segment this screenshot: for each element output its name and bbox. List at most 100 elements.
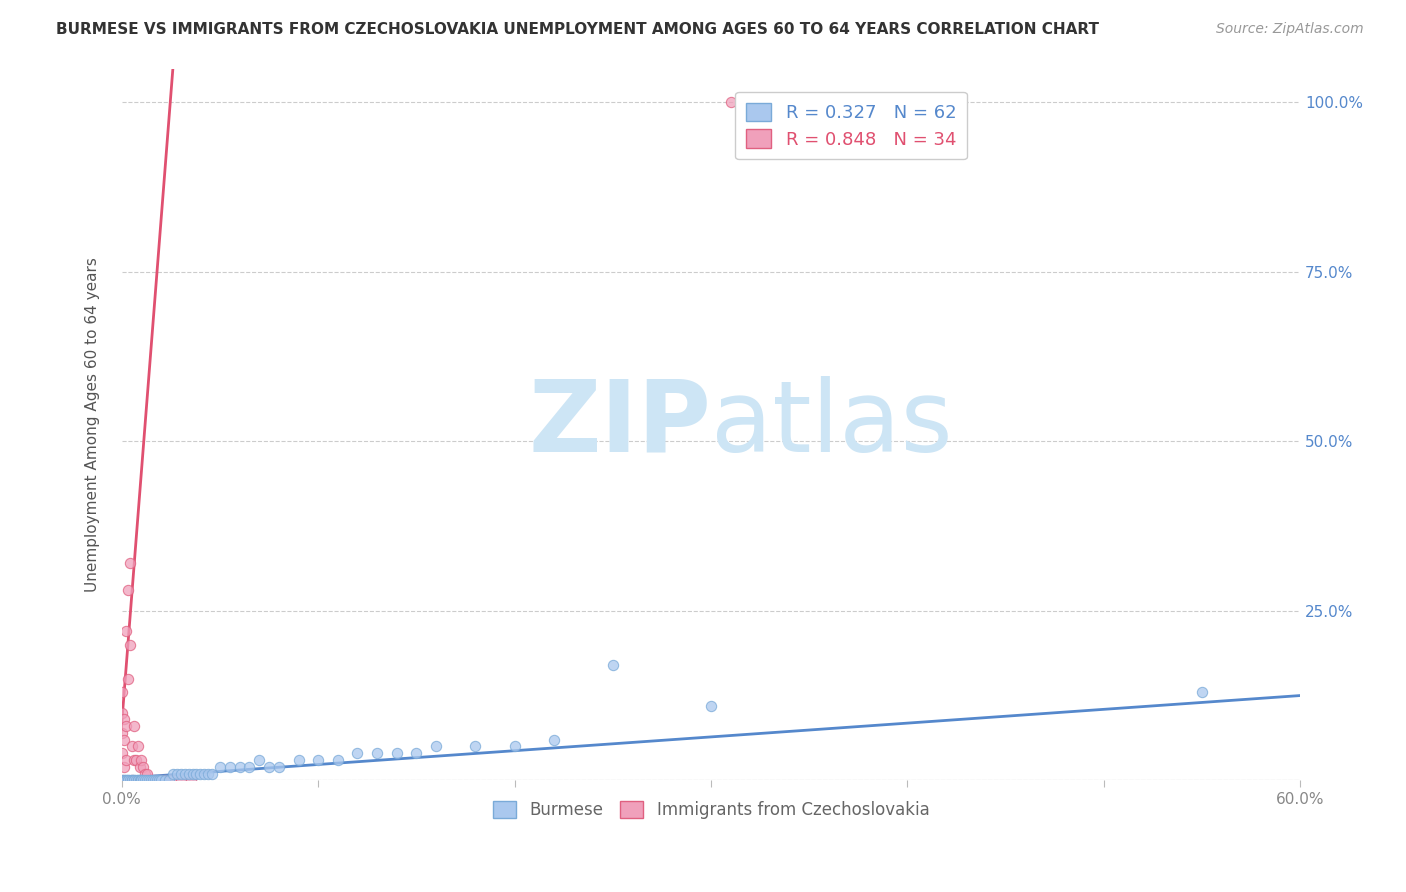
Point (127, 773, 149, 788)
Point (114, 773, 136, 788)
Point (193, 766, 215, 780)
Point (326, 753, 349, 767)
Point (197, 766, 219, 780)
Point (117, 672, 139, 686)
Point (257, 760, 280, 774)
Point (112, 732, 135, 747)
Point (128, 773, 150, 788)
Point (124, 773, 146, 788)
Point (238, 760, 260, 774)
Point (141, 773, 163, 788)
Point (700, 698, 723, 713)
Point (146, 773, 169, 788)
Point (132, 760, 155, 774)
Point (1191, 685, 1213, 699)
Point (138, 773, 160, 788)
Point (720, 95, 742, 110)
Point (111, 685, 134, 699)
Point (117, 583, 139, 598)
Point (127, 739, 149, 754)
Text: ZIP: ZIP (529, 376, 711, 473)
Point (307, 753, 329, 767)
Point (170, 766, 193, 780)
Text: BURMESE VS IMMIGRANTS FROM CZECHOSLOVAKIA UNEMPLOYMENT AMONG AGES 60 TO 64 YEARS: BURMESE VS IMMIGRANTS FROM CZECHOSLOVAKI… (56, 22, 1099, 37)
Point (111, 726, 134, 740)
Point (142, 773, 165, 788)
Point (141, 773, 163, 788)
Point (267, 760, 290, 774)
Point (122, 773, 145, 788)
Point (543, 732, 565, 747)
Point (121, 773, 143, 788)
Text: Source: ZipAtlas.com: Source: ZipAtlas.com (1216, 22, 1364, 37)
Point (114, 773, 136, 788)
Point (385, 746, 408, 760)
Point (602, 658, 624, 673)
Y-axis label: Unemployment Among Ages 60 to 64 years: Unemployment Among Ages 60 to 64 years (86, 257, 100, 592)
Point (131, 773, 153, 788)
Point (111, 773, 134, 788)
Point (150, 773, 173, 788)
Point (464, 739, 486, 754)
Point (228, 760, 250, 774)
Point (503, 739, 526, 754)
Point (121, 773, 143, 788)
Point (148, 773, 170, 788)
Point (247, 753, 270, 767)
Point (132, 773, 155, 788)
Point (153, 773, 176, 788)
Point (112, 773, 135, 788)
Point (218, 760, 240, 774)
Point (122, 773, 145, 788)
Point (157, 773, 180, 788)
Point (112, 712, 135, 726)
Point (131, 753, 153, 767)
Point (117, 773, 139, 788)
Point (177, 766, 200, 780)
Point (136, 766, 159, 780)
Point (425, 739, 447, 754)
Point (208, 760, 231, 774)
Point (162, 766, 184, 780)
Point (143, 773, 166, 788)
Point (114, 624, 136, 639)
Point (117, 773, 139, 788)
Point (114, 753, 136, 767)
Point (111, 746, 134, 760)
Point (160, 773, 183, 788)
Point (134, 773, 156, 788)
Point (112, 760, 135, 774)
Point (405, 746, 427, 760)
Point (127, 773, 149, 788)
Point (122, 753, 145, 767)
Point (111, 773, 134, 788)
Point (118, 638, 141, 652)
Point (346, 746, 368, 760)
Point (366, 746, 388, 760)
Point (180, 773, 202, 788)
Point (186, 766, 208, 780)
Point (118, 773, 141, 788)
Point (111, 706, 134, 720)
Point (166, 766, 188, 780)
Point (170, 773, 193, 788)
Point (150, 773, 173, 788)
Text: atlas: atlas (711, 376, 952, 473)
Point (143, 773, 166, 788)
Point (181, 766, 204, 780)
Point (122, 719, 145, 733)
Point (153, 773, 176, 788)
Point (121, 739, 143, 754)
Legend: Burmese, Immigrants from Czechoslovakia: Burmese, Immigrants from Czechoslovakia (486, 794, 936, 825)
Point (201, 766, 224, 780)
Point (128, 760, 150, 774)
Point (131, 773, 153, 788)
Point (136, 773, 159, 788)
Point (190, 766, 212, 780)
Point (112, 773, 135, 788)
Point (173, 766, 195, 780)
Point (121, 773, 143, 788)
Point (124, 753, 146, 767)
Point (134, 766, 156, 780)
Point (118, 557, 141, 571)
